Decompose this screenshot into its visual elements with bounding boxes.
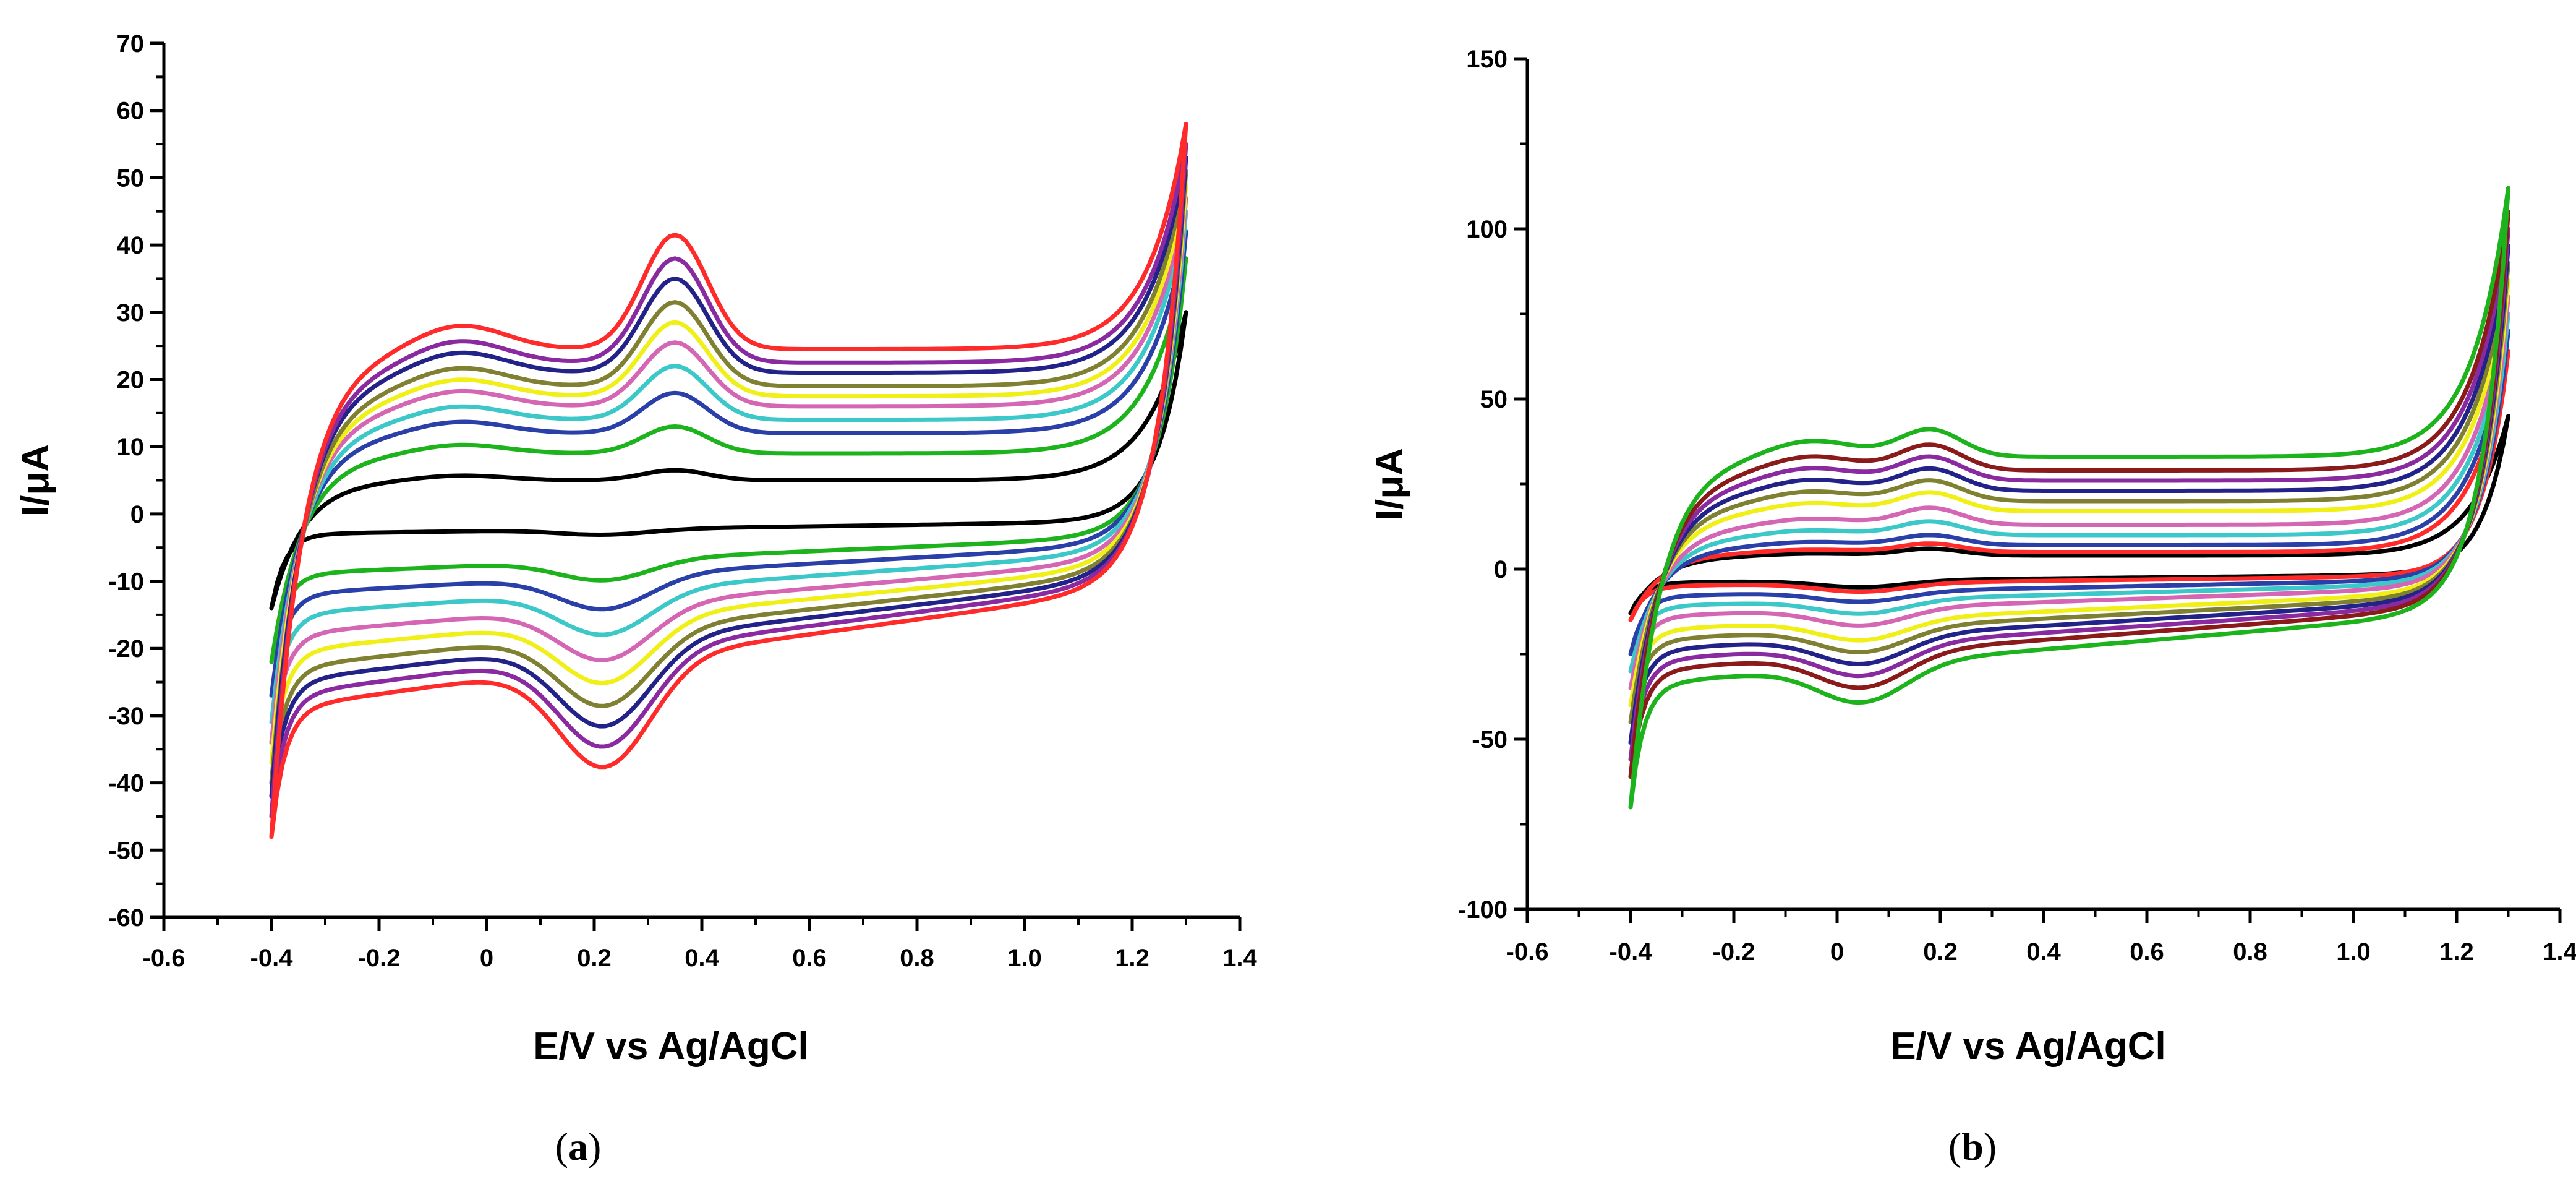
- series-line-1: [269, 310, 1188, 611]
- caption-open-paren: (: [1948, 1125, 1961, 1168]
- series-line-3: [269, 229, 1188, 698]
- y-tick-label: -100: [1458, 896, 1508, 924]
- x-tick-label: 0.4: [2026, 938, 2061, 966]
- x-tick-label: 0.6: [792, 945, 827, 972]
- x-axis-title: E/V vs Ag/AgCl: [1890, 1025, 2166, 1068]
- y-tick-label: 30: [117, 299, 145, 327]
- x-tick-label: -0.6: [143, 945, 186, 972]
- chart-panel-b: -0.6 -0.4 -0.2 0 0.2 0.4 0.6 0.8 1.0 1.2 1.4 -100 -5…: [1368, 46, 2576, 1168]
- x-tick-label: 0.8: [900, 945, 934, 972]
- y-tick-label: 70: [117, 30, 145, 58]
- x-tick-label: 0: [480, 945, 493, 972]
- x-tick-label: -0.4: [250, 945, 294, 972]
- x-tick-label: -0.2: [1713, 938, 1755, 966]
- y-tick-label: 60: [117, 98, 145, 125]
- x-tick-label: 0.6: [2130, 938, 2164, 966]
- caption-close-paren: ): [1984, 1125, 1997, 1168]
- chart-panel-a: -0.6 -0.4 -0.2 0 0.2 0.4 0.6 0.8 1.0 1.2 1.4 -60 -50…: [14, 30, 1258, 1168]
- y-tick-label: 0: [130, 501, 144, 528]
- x-tick-label: -0.2: [358, 945, 401, 972]
- y-tick-label: 10: [117, 434, 145, 461]
- x-tick-label: 0.2: [1923, 938, 1958, 966]
- y-tick-label: -50: [108, 837, 144, 864]
- y-tick-label: 100: [1466, 216, 1508, 243]
- panel-caption: (b): [1948, 1125, 1997, 1168]
- y-tick-label: 50: [117, 165, 145, 192]
- series-line-5: [269, 195, 1188, 745]
- y-tick-label: -50: [1472, 726, 1508, 753]
- x-tick-label: -0.6: [1506, 938, 1549, 966]
- y-axis-title: I/μA: [1368, 448, 1411, 520]
- series-line-1: [1628, 414, 2510, 615]
- y-tick-label: -10: [108, 568, 144, 596]
- panel-caption: (a): [555, 1125, 602, 1168]
- y-tick-label: 50: [1480, 386, 1508, 413]
- y-tick-label: 40: [117, 232, 145, 259]
- series-line-2: [269, 256, 1188, 664]
- series-line-10: [269, 121, 1188, 839]
- x-tick-label: 0.8: [2233, 938, 2267, 966]
- x-tick-label: 0.2: [577, 945, 612, 972]
- x-tick-label: 1.2: [2439, 938, 2474, 966]
- x-tick-label: 1.0: [2336, 938, 2371, 966]
- x-tick-label: 1.4: [1222, 945, 1257, 972]
- series-line-11: [1628, 186, 2510, 810]
- series-line-2: [1628, 349, 2510, 622]
- x-axis-title: E/V vs Ag/AgCl: [533, 1025, 809, 1068]
- x-tick-label: 1.0: [1007, 945, 1042, 972]
- y-tick-label: -20: [108, 635, 144, 662]
- caption-close-paren: ): [588, 1125, 601, 1168]
- y-tick-label: 0: [1494, 556, 1508, 583]
- caption-letter: b: [1961, 1125, 1984, 1168]
- y-tick-label: -40: [108, 770, 144, 797]
- caption-letter: a: [568, 1125, 588, 1168]
- y-tick-label: 20: [117, 366, 145, 393]
- series-line-4: [269, 209, 1188, 725]
- x-tick-label: 1.2: [1115, 945, 1149, 972]
- caption-open-paren: (: [555, 1125, 568, 1168]
- y-tick-label: 150: [1466, 46, 1508, 73]
- x-tick-label: -0.4: [1610, 938, 1653, 966]
- y-axis-title: I/μA: [14, 444, 57, 517]
- y-tick-label: -60: [108, 904, 144, 932]
- x-tick-label: 0: [1830, 938, 1844, 966]
- x-tick-label: 0.4: [685, 945, 719, 972]
- y-tick-label: -30: [108, 703, 144, 730]
- x-tick-label: 1.4: [2543, 938, 2576, 966]
